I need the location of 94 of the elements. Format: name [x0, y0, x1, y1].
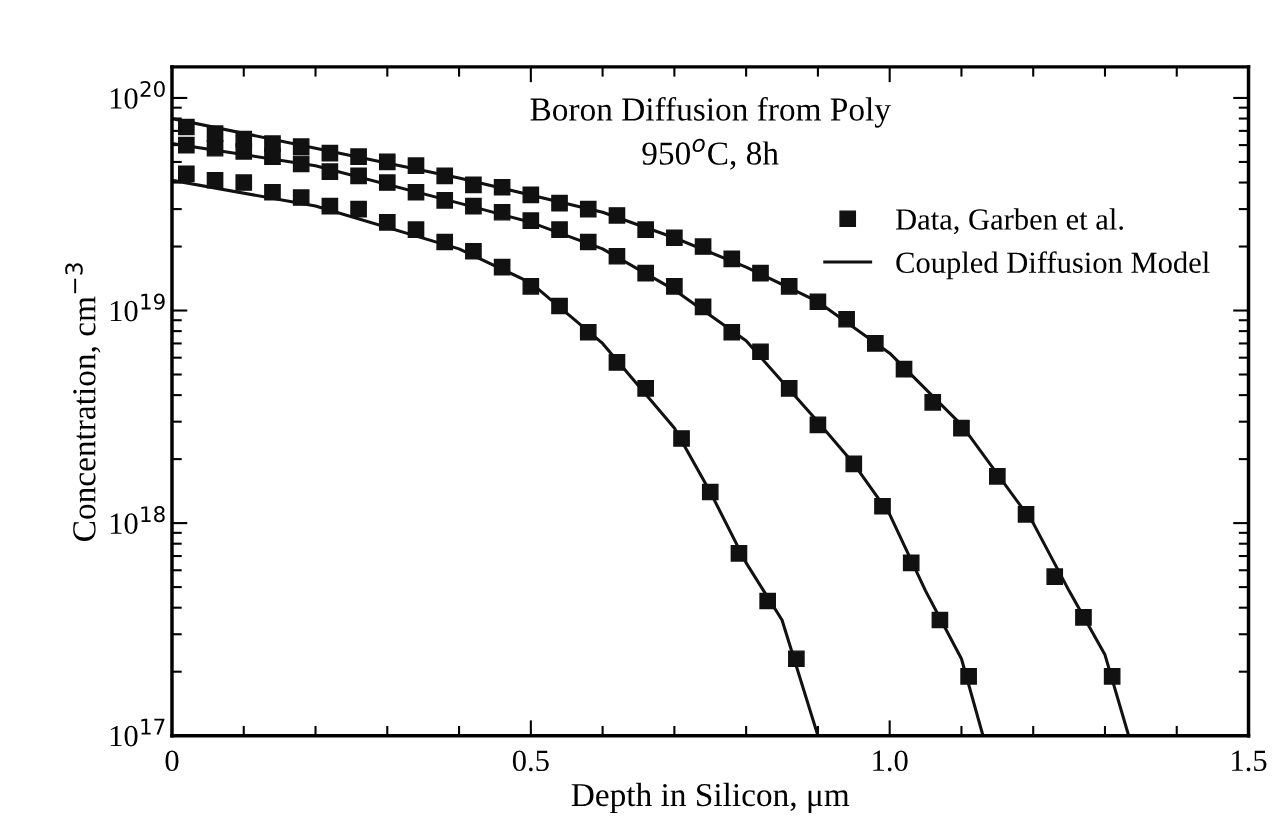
- legend-label: Coupled Diffusion Model: [896, 251, 1210, 280]
- point: [579, 323, 597, 341]
- point: [178, 136, 195, 154]
- point: [321, 144, 339, 162]
- point: [723, 250, 741, 268]
- point: [902, 554, 920, 572]
- y-tick-label: 10$^{20}$: [110, 80, 165, 109]
- point: [292, 138, 310, 155]
- point: [759, 592, 777, 610]
- point: [350, 148, 367, 165]
- point: [522, 212, 540, 229]
- point: [1017, 505, 1035, 523]
- text: 950$^{o}$C, 8h: [642, 138, 779, 170]
- point: [723, 323, 741, 341]
- point: [321, 197, 339, 215]
- point: [608, 207, 626, 224]
- point: [493, 203, 511, 221]
- point: [178, 165, 195, 183]
- point: [407, 221, 425, 239]
- point: [292, 189, 310, 206]
- point: [845, 455, 863, 473]
- point: [780, 277, 798, 295]
- point: [522, 186, 540, 204]
- y-tick-label: 10$^{18}$: [110, 506, 165, 534]
- point: [752, 264, 769, 282]
- point: [953, 419, 970, 437]
- point: [321, 163, 339, 180]
- point: [436, 167, 454, 185]
- point: [465, 197, 482, 215]
- y-tick-label: 10$^{19}$: [110, 293, 165, 322]
- point: [206, 171, 224, 189]
- point: [924, 393, 942, 411]
- point: [608, 247, 626, 265]
- y-axis-title: Concentration, cm$^{−3}$: [65, 263, 101, 541]
- point: [178, 118, 195, 136]
- point: [551, 194, 568, 212]
- point: [378, 213, 396, 231]
- point: [780, 380, 798, 397]
- point: [579, 233, 597, 251]
- point: [292, 155, 310, 173]
- point: [264, 148, 281, 165]
- point: [465, 176, 482, 194]
- point: [960, 668, 977, 685]
- point: [378, 153, 396, 171]
- point: [378, 174, 396, 191]
- x-tick-label: 1.5: [1232, 750, 1267, 772]
- point: [264, 183, 281, 201]
- point: [838, 310, 855, 328]
- point: [235, 174, 253, 191]
- point: [350, 200, 367, 218]
- point: [407, 183, 425, 201]
- point: [866, 335, 884, 352]
- point: [436, 233, 454, 251]
- point: [493, 178, 511, 196]
- x-tick-label: 0: [165, 750, 179, 772]
- point: [407, 157, 425, 175]
- point: [206, 139, 224, 157]
- y-tick-label: 10$^{17}$: [110, 718, 165, 747]
- point: [701, 483, 719, 501]
- point: [988, 467, 1006, 485]
- point: [235, 143, 253, 160]
- point: [752, 343, 769, 361]
- point: [874, 497, 891, 515]
- x-axis-title: Depth in Silicon, μm: [571, 782, 850, 814]
- point: [895, 360, 913, 378]
- point: [666, 229, 683, 247]
- point: [579, 200, 597, 218]
- point: [522, 277, 540, 295]
- point: [551, 297, 568, 315]
- x-tick-label: 1.0: [873, 750, 908, 772]
- point: [931, 611, 949, 629]
- point: [730, 545, 748, 562]
- point: [350, 167, 367, 185]
- point: [637, 264, 654, 282]
- point: [436, 191, 454, 209]
- point: [694, 298, 712, 316]
- point: [673, 430, 690, 447]
- point: [493, 258, 511, 276]
- point: [666, 277, 683, 295]
- point: [788, 650, 805, 668]
- point: [1103, 668, 1121, 685]
- point: [809, 293, 827, 311]
- point: [694, 238, 712, 255]
- point: [637, 380, 654, 397]
- text: Boron Diffusion from Poly: [530, 96, 891, 128]
- point: [1046, 568, 1064, 585]
- x-tick-label: 0.5: [512, 750, 549, 772]
- point: [637, 221, 654, 239]
- point: [1075, 609, 1092, 626]
- point: [551, 221, 568, 239]
- point: [465, 242, 482, 260]
- point: [809, 416, 827, 434]
- point: [608, 354, 626, 371]
- legend-label: Data, Garben et al.: [895, 208, 1123, 235]
